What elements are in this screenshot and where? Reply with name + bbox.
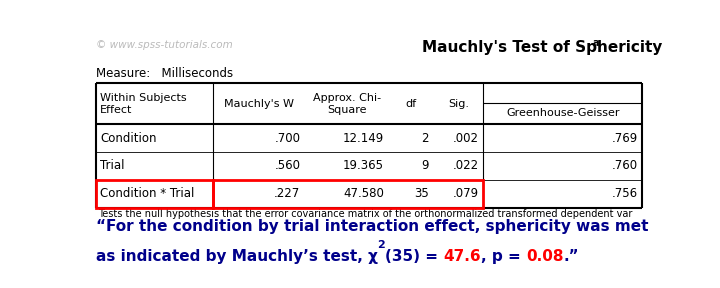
Text: 47.6: 47.6: [444, 249, 481, 264]
Text: .022: .022: [453, 160, 479, 173]
Text: df: df: [405, 99, 416, 109]
Text: .227: .227: [274, 187, 300, 200]
Text: 19.365: 19.365: [343, 160, 384, 173]
Text: Measure:   Milliseconds: Measure: Milliseconds: [96, 67, 233, 80]
Text: Within Subjects
Effect: Within Subjects Effect: [100, 93, 186, 115]
Text: .079: .079: [453, 187, 479, 200]
Text: .700: .700: [274, 132, 300, 145]
Text: , p =: , p =: [481, 249, 526, 264]
Text: Mauchly's Test of Sphericity: Mauchly's Test of Sphericity: [422, 40, 662, 55]
Text: 12.149: 12.149: [343, 132, 384, 145]
Text: 2: 2: [421, 132, 428, 145]
Text: © www.spss-tutorials.com: © www.spss-tutorials.com: [96, 40, 233, 50]
Text: 47.580: 47.580: [343, 187, 384, 200]
Text: Condition: Condition: [100, 132, 156, 145]
Text: 0.08: 0.08: [526, 249, 564, 264]
Text: as indicated by Mauchly’s test, χ: as indicated by Mauchly’s test, χ: [96, 249, 377, 264]
Text: Trial: Trial: [100, 160, 125, 173]
Text: 2: 2: [377, 240, 385, 250]
Text: 9: 9: [421, 160, 428, 173]
Text: 35: 35: [414, 187, 428, 200]
Text: (35) =: (35) =: [385, 249, 444, 264]
Text: .760: .760: [612, 160, 638, 173]
Bar: [213, 180, 483, 208]
Text: .769: .769: [612, 132, 638, 145]
Text: .756: .756: [612, 187, 638, 200]
Text: a: a: [592, 38, 599, 48]
Text: .560: .560: [274, 160, 300, 173]
Bar: [96, 180, 213, 208]
Text: Mauchly's W: Mauchly's W: [224, 99, 294, 109]
Text: Greenhouse-Geisser: Greenhouse-Geisser: [506, 108, 620, 118]
Text: Condition * Trial: Condition * Trial: [100, 187, 194, 200]
Text: Sig.: Sig.: [448, 99, 469, 109]
Text: “For the condition by trial interaction effect, sphericity was met: “For the condition by trial interaction …: [96, 219, 648, 234]
Text: .002: .002: [453, 132, 479, 145]
Text: .”: .”: [564, 249, 580, 264]
Text: Approx. Chi-
Square: Approx. Chi- Square: [312, 93, 381, 115]
Text: Tests the null hypothesis that the error covariance matrix of the orthonormalize: Tests the null hypothesis that the error…: [99, 209, 633, 219]
